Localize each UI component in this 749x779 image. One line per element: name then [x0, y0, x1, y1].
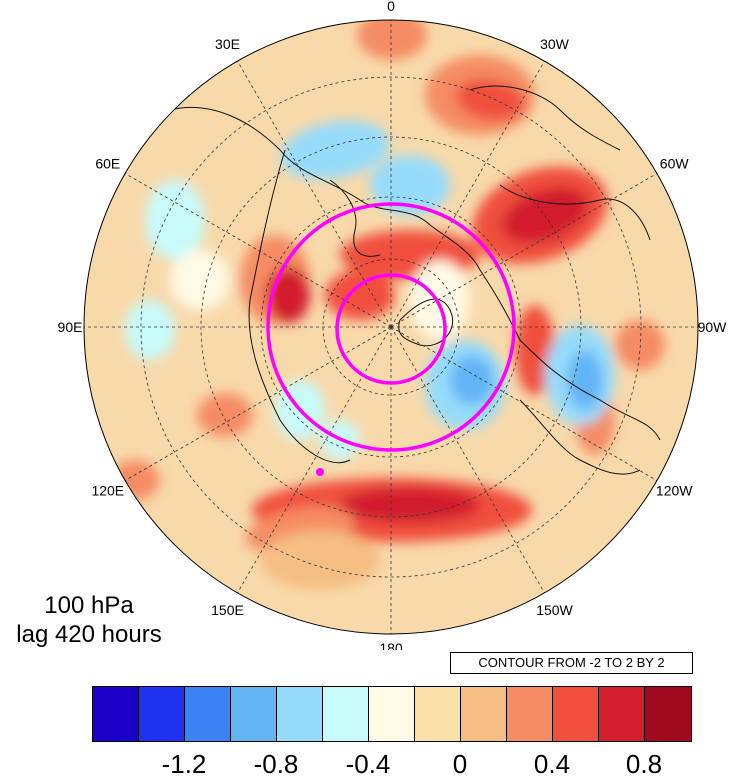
- longitude-label: 90W: [698, 319, 728, 335]
- colorbar-swatch-9: [507, 687, 553, 741]
- pressure-level-label: 100 hPa: [44, 592, 134, 619]
- longitude-label: 30W: [540, 36, 570, 52]
- anomaly-field: [110, 20, 665, 590]
- magenta-point: [316, 468, 324, 476]
- colorbar-swatch-5: [323, 687, 369, 741]
- longitude-label: 90E: [58, 319, 83, 335]
- lag-label: lag 420 hours: [16, 621, 162, 648]
- colorbar-swatch-0: [93, 687, 139, 741]
- longitude-label: 0: [387, 0, 395, 14]
- colorbar-tick-label: -0.8: [253, 749, 299, 779]
- colorbar-tick-label: 0.8: [625, 749, 663, 779]
- colorbar-swatch-8: [461, 687, 507, 741]
- map-border: [83, 19, 699, 635]
- colorbar-swatch-1: [139, 687, 185, 741]
- colorbar-swatch-3: [231, 687, 277, 741]
- colorbar-swatch-4: [277, 687, 323, 741]
- longitude-label: 120W: [656, 483, 693, 499]
- polar-map: 0 30W 60W 90W 120W 150W 180 150E 120E 90E 60E 30E: [58, 0, 728, 650]
- colorbar-tick-label: 0: [452, 749, 468, 779]
- colorbar-swatch-6: [369, 687, 415, 741]
- outer-magenta-circle: [266, 202, 516, 452]
- colorbar-tick-label: -1.2: [161, 749, 207, 779]
- colorbar-tick-label: -0.4: [345, 749, 391, 779]
- colorbar-tick-label: 0.4: [533, 749, 571, 779]
- colorbar-swatch-7: [415, 687, 461, 741]
- colorbar-swatch-10: [553, 687, 599, 741]
- longitude-label: 120E: [91, 483, 124, 499]
- longitude-label: 60W: [660, 156, 690, 172]
- longitude-label: 180: [379, 640, 403, 650]
- lat-lon-grid: [84, 20, 698, 634]
- inner-magenta-circle: [335, 273, 447, 385]
- longitude-label: 150E: [211, 602, 244, 618]
- contour-info-box: CONTOUR FROM -2 TO 2 BY 2: [450, 652, 693, 674]
- colorbar-swatch-11: [599, 687, 645, 741]
- longitude-label: 150W: [536, 602, 573, 618]
- longitude-label: 30E: [215, 36, 240, 52]
- longitude-label: 60E: [95, 156, 120, 172]
- colorbar: [92, 686, 692, 742]
- colorbar-swatch-12: [645, 687, 691, 741]
- colorbar-swatch-2: [185, 687, 231, 741]
